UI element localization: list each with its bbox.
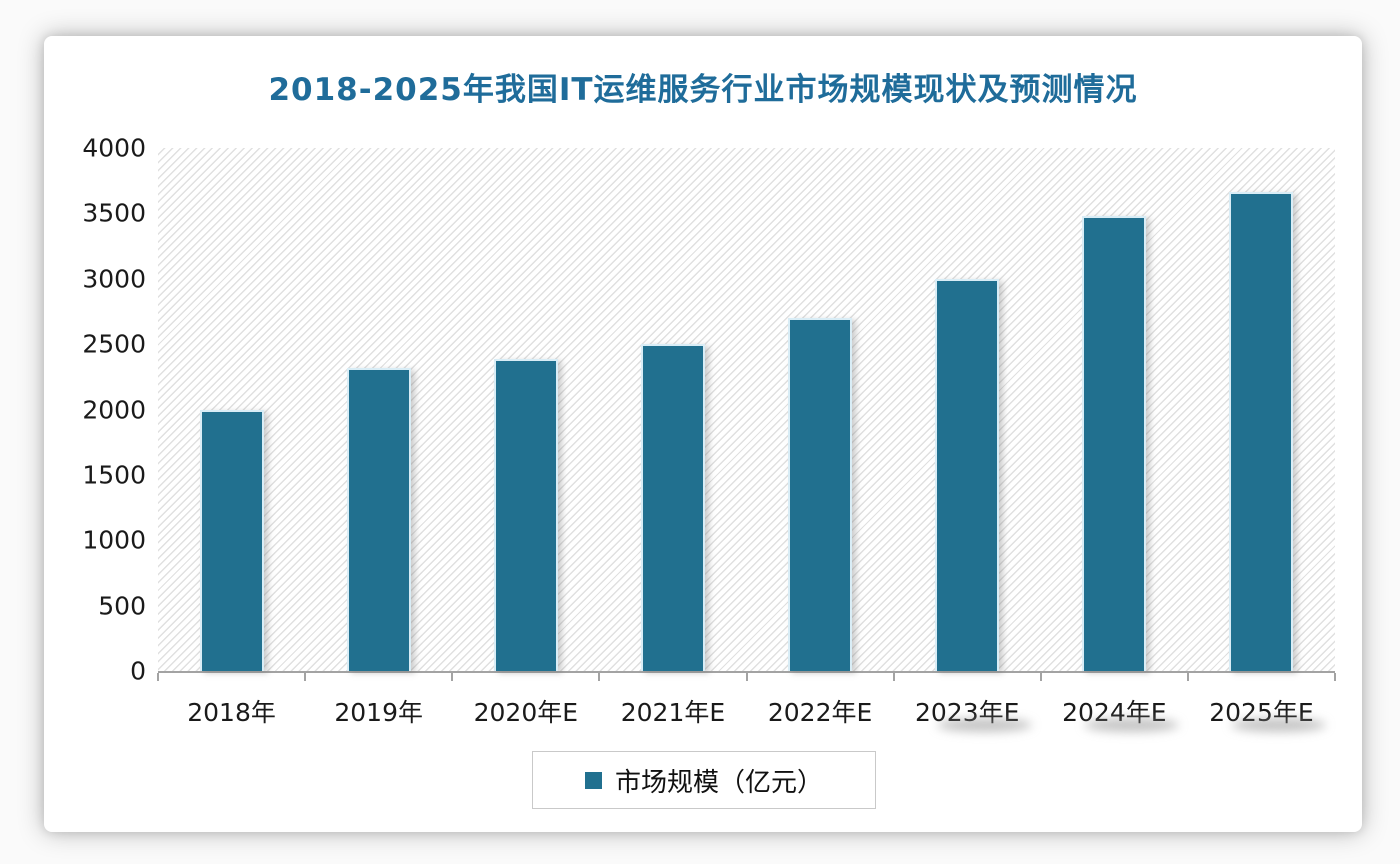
x-axis-tick-mark	[1186, 673, 1189, 681]
bar-2019年	[346, 367, 411, 671]
x-axis-tick-mark	[892, 673, 895, 681]
y-axis-tick-label: 1500	[82, 460, 146, 490]
bar-2025年E	[1229, 192, 1294, 671]
bar-2018年	[199, 409, 264, 671]
legend-label: 市场规模（亿元）	[614, 767, 823, 798]
chart-card: 2018-2025年我国IT运维服务行业市场规模现状及预测情况 市场规模（亿元）…	[44, 36, 1362, 832]
x-axis-tick-label: 2021年E	[620, 698, 726, 727]
x-axis-tick-mark	[745, 673, 748, 681]
y-axis-tick-label: 3500	[82, 198, 146, 228]
x-axis-tick-mark	[1334, 673, 1336, 681]
legend-marker-icon	[584, 771, 602, 789]
chart-title: 2018-2025年我国IT运维服务行业市场规模现状及预测情况	[268, 72, 1138, 108]
x-axis-tick-mark	[304, 673, 307, 681]
x-axis-tick-label: 2019年	[334, 698, 423, 727]
bar-2020年E	[493, 358, 558, 671]
y-axis-tick-label: 2000	[82, 395, 146, 424]
label-smudge-artifact	[1231, 718, 1327, 732]
x-axis-tick-mark	[157, 673, 159, 681]
y-axis-tick-label: 0	[130, 656, 146, 686]
x-axis-tick-label: 2018年	[187, 698, 276, 727]
x-axis-tick-mark	[451, 673, 454, 681]
x-axis-tick-mark	[598, 673, 601, 681]
y-axis-tick-label: 3000	[82, 264, 146, 294]
label-smudge-artifact	[1084, 718, 1180, 732]
label-smudge-artifact	[937, 718, 1033, 732]
bar-2024年E	[1082, 216, 1147, 671]
bar-2022年E	[788, 317, 853, 671]
bar-2021年E	[640, 344, 705, 671]
y-axis-tick-label: 2500	[82, 329, 146, 359]
bar-2023年E	[935, 278, 1000, 671]
y-axis-tick-label: 500	[98, 591, 146, 621]
x-axis-tick-label: 2020年E	[473, 698, 579, 727]
legend: 市场规模（亿元）	[532, 751, 876, 809]
y-axis-tick-label: 4000	[82, 133, 146, 163]
x-axis-tick-label: 2022年E	[767, 698, 873, 727]
x-axis-tick-mark	[1039, 673, 1042, 681]
y-axis-tick-label: 1000	[82, 525, 146, 555]
plot-area	[158, 148, 1335, 673]
